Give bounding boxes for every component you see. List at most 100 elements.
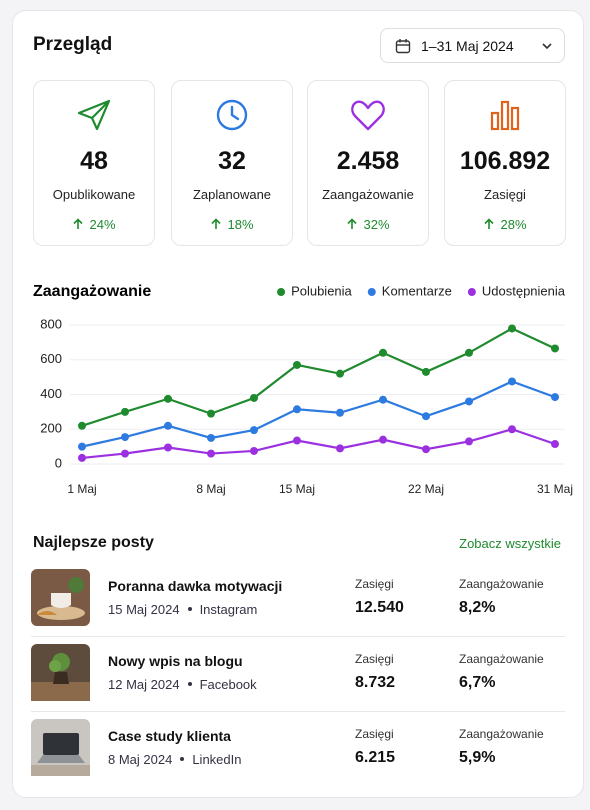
data-point <box>379 395 387 404</box>
y-tick-label: 800 <box>40 316 62 331</box>
post-platform: LinkedIn <box>192 752 242 767</box>
stat-change: 18% <box>172 217 292 232</box>
stat-change: 32% <box>308 217 428 232</box>
stat-label: Opublikowane <box>52 187 136 202</box>
post-date: 8 Maj 2024 <box>108 752 173 767</box>
post-date: 15 Maj 2024 <box>108 602 180 617</box>
up-arrow <box>347 218 358 229</box>
up-arrow <box>211 218 222 229</box>
data-point <box>250 426 258 435</box>
data-point <box>336 444 344 453</box>
data-point <box>508 425 516 434</box>
series-line <box>81 327 556 427</box>
y-tick-label: 200 <box>40 421 62 436</box>
post-platform: Facebook <box>199 677 257 692</box>
reach-label: Zasięgi <box>355 652 394 666</box>
stat-icon <box>216 99 248 131</box>
stat-label: Zasięgi <box>484 187 526 202</box>
reach-label: Zasięgi <box>355 577 394 591</box>
data-point <box>164 443 172 452</box>
data-point <box>207 433 215 442</box>
x-tick-label: 15 Maj <box>279 482 315 496</box>
data-point <box>422 445 430 454</box>
data-point <box>379 348 387 357</box>
post-title: Case study klienta <box>108 728 231 744</box>
post-thumbnail <box>31 569 90 626</box>
chevron <box>542 43 552 50</box>
data-point <box>121 449 129 458</box>
data-point <box>379 435 387 444</box>
data-point <box>508 324 516 333</box>
post-date: 12 Maj 2024 <box>108 677 180 692</box>
data-point <box>422 367 430 376</box>
data-point <box>293 405 301 414</box>
stat-card: 48 Opublikowane 24% <box>33 80 155 246</box>
page-title: Przegląd <box>33 34 113 55</box>
x-tick-label: 31 Maj <box>537 482 573 496</box>
reach-value: 12.540 <box>355 599 404 616</box>
data-point <box>207 449 215 458</box>
data-point <box>551 393 559 402</box>
bullet <box>187 607 192 611</box>
calendar-icon <box>395 39 411 54</box>
data-point <box>465 437 473 446</box>
data-point <box>164 421 172 430</box>
data-point <box>164 394 172 403</box>
stat-value: 106.892 <box>459 147 551 175</box>
legend-swatch <box>467 288 476 296</box>
stat-icon <box>490 100 520 131</box>
data-point <box>551 440 559 449</box>
date-range: 1–31 Maj 2024 <box>421 38 514 54</box>
data-point <box>293 436 301 445</box>
up-arrow <box>73 218 84 229</box>
stat-label: Zaangażowanie <box>322 187 414 202</box>
stat-value: 32 <box>218 147 246 175</box>
series-line <box>81 380 556 448</box>
engagement-label: Zaangażowanie <box>459 577 544 591</box>
see-all-link[interactable]: Zobacz wszystkie <box>459 536 561 551</box>
data-point <box>78 442 86 451</box>
date-picker[interactable]: 1–31 Maj 2024 <box>380 28 565 63</box>
x-tick-label: 22 Maj <box>408 482 444 496</box>
post-title: Poranna dawka motywacji <box>108 578 283 594</box>
stat-card: 32 Zaplanowane 18% <box>171 80 293 246</box>
x-tick-label: 8 Maj <box>196 482 225 496</box>
post-row[interactable]: Nowy wpis na blogu 12 Maj 2024 Facebook Zas… <box>31 644 565 702</box>
data-point <box>250 393 258 402</box>
stat-label: Zaplanowane <box>192 187 272 202</box>
row-separator <box>31 636 565 637</box>
series-line <box>81 428 556 460</box>
engagement-chart: Zaangażowanie 0 200 400 600 800 1 Maj 8 Maj 15 … <box>33 283 573 496</box>
data-point <box>465 397 473 406</box>
stat-change-value: 28% <box>500 217 527 232</box>
data-point <box>250 446 258 455</box>
y-tick-label: 600 <box>40 351 62 366</box>
data-point <box>336 369 344 378</box>
section-title: Najlepsze posty <box>33 534 154 551</box>
stat-change-value: 18% <box>227 217 254 232</box>
dashboard-card <box>12 10 584 798</box>
bullet <box>180 757 185 761</box>
post-title: Nowy wpis na blogu <box>108 653 243 669</box>
post-row[interactable]: Poranna dawka motywacji 15 Maj 2024 Instag… <box>31 569 565 627</box>
engagement-label: Zaangażowanie <box>459 727 544 741</box>
stat-change-value: 32% <box>363 217 390 232</box>
post-meta: 8 Maj 2024 LinkedIn <box>108 752 241 767</box>
data-point <box>207 409 215 418</box>
chart-title: Zaangażowanie <box>33 283 151 300</box>
data-point <box>121 407 129 416</box>
data-point <box>78 421 86 430</box>
engagement-value: 8,2% <box>459 599 496 616</box>
data-point <box>293 360 301 369</box>
bullet <box>187 682 192 686</box>
engagement-label: Zaangażowanie <box>459 652 544 666</box>
post-row[interactable]: Case study klienta 8 Maj 2024 LinkedIn Zasi… <box>31 719 565 777</box>
legend-label: Udostępnienia <box>482 283 566 298</box>
x-tick-label: 1 Maj <box>67 482 96 496</box>
post-meta: 15 Maj 2024 Instagram <box>108 602 257 617</box>
data-point <box>422 412 430 421</box>
reach-value: 8.732 <box>355 674 396 691</box>
y-tick-label: 0 <box>55 455 62 470</box>
data-point <box>336 408 344 417</box>
post-thumbnail <box>31 644 90 701</box>
